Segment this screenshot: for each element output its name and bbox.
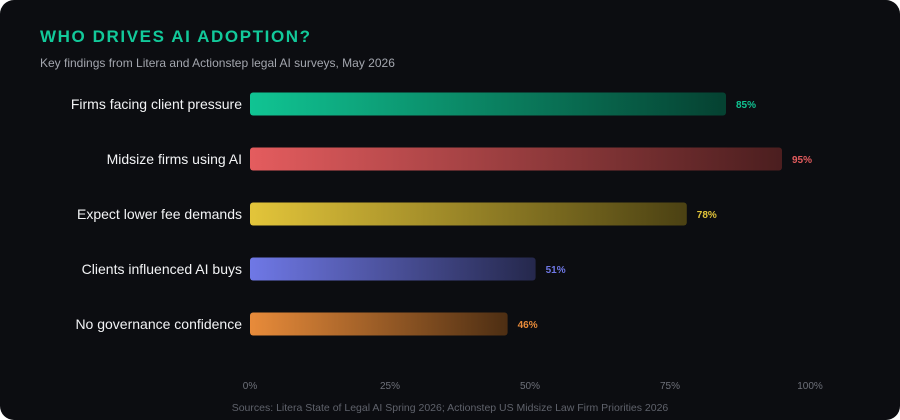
value-label-clients-influenced-ai-buys: 51% xyxy=(546,265,566,276)
x-tick-label-25: 25% xyxy=(380,381,400,392)
x-tick-label-0: 0% xyxy=(243,381,258,392)
chart-title: WHO DRIVES AI ADOPTION? xyxy=(40,27,312,46)
value-label-expect-lower-fee-demands: 78% xyxy=(697,210,717,221)
bar-no-governance-confidence xyxy=(250,312,508,336)
value-label-firms-facing-client-pressure: 85% xyxy=(736,100,756,111)
chart-subtitle: Key findings from Litera and Actionstep … xyxy=(40,56,395,70)
bar-midsize-firms-using-ai xyxy=(250,147,782,171)
category-label-clients-influenced-ai-buys: Clients influenced AI buys xyxy=(82,261,242,277)
category-label-expect-lower-fee-demands: Expect lower fee demands xyxy=(77,206,242,222)
bar-clients-influenced-ai-buys xyxy=(250,257,536,281)
x-tick-label-75: 75% xyxy=(660,381,680,392)
source-note: Sources: Litera State of Legal AI Spring… xyxy=(231,402,669,414)
value-label-midsize-firms-using-ai: 95% xyxy=(792,155,812,166)
bar-expect-lower-fee-demands xyxy=(250,202,687,226)
x-tick-label-100: 100% xyxy=(797,381,823,392)
category-label-no-governance-confidence: No governance confidence xyxy=(75,316,242,332)
x-tick-label-50: 50% xyxy=(520,381,540,392)
category-label-midsize-firms-using-ai: Midsize firms using AI xyxy=(107,151,242,167)
bar-firms-facing-client-pressure xyxy=(250,92,726,116)
value-label-no-governance-confidence: 46% xyxy=(518,320,538,331)
category-label-firms-facing-client-pressure: Firms facing client pressure xyxy=(71,96,242,112)
